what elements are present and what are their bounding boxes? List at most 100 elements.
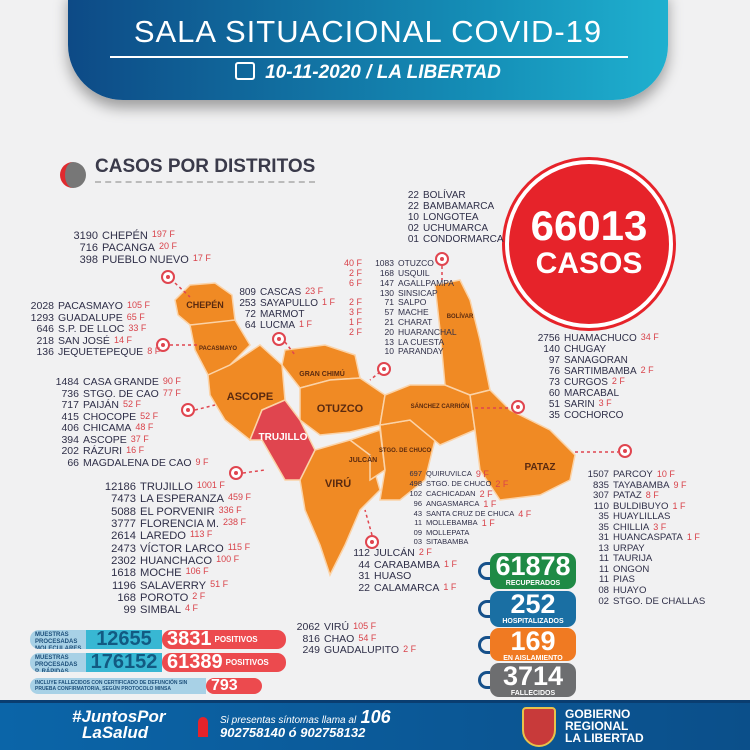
district-name: VIRÚ xyxy=(324,621,350,633)
district-row: 1484 CASA GRANDE 90 F xyxy=(46,376,209,389)
total-cases-badge: 66013 CASOS xyxy=(505,160,673,328)
district-cases: 21 xyxy=(384,316,394,327)
district-cases: 02 xyxy=(407,223,419,234)
district-cases: 2062 xyxy=(296,621,320,633)
district-list-otuzco: 40 F 1083 OTUZCO 2 F 168 USQUIL 6 F 147 AGALLPAM… xyxy=(342,258,457,356)
district-deaths: 2 F xyxy=(495,478,509,489)
district-list-santiago-de-chuco: 697 QUIRUVILCA 9 F 498 STGO. DE CHUCO 2 F 102 C… xyxy=(404,469,531,546)
district-name: JEQUETEPEQUE xyxy=(58,346,144,359)
district-name: LUCMA xyxy=(260,320,296,331)
district-cases: 20 xyxy=(384,326,394,337)
district-name: MOCHE xyxy=(140,567,182,580)
district-row: 816 CHAO 54 F xyxy=(292,633,416,646)
district-name: POROTO xyxy=(140,591,189,604)
district-name: HUAYO xyxy=(613,585,647,597)
district-cases: 01 xyxy=(407,234,419,245)
district-row: 140 CHUGAY xyxy=(534,344,659,355)
samples-total: 12655 xyxy=(86,630,162,649)
district-cases: 168 xyxy=(379,267,394,278)
stat-label: RECUPERADOS xyxy=(505,580,561,587)
district-deaths: 1 F xyxy=(483,498,497,509)
district-row: 697 QUIRUVILCA 9 F xyxy=(404,469,531,480)
stat-value: 169 xyxy=(510,626,556,656)
district-name: LA ESPERANZA xyxy=(140,493,224,506)
district-row: 5088 EL PORVENIR 336 F xyxy=(100,505,251,518)
district-cases: 646 xyxy=(36,323,54,336)
district-row: 716 PACANGA 20 F xyxy=(60,241,211,255)
phone-numbers: 902758140 ó 902758132 xyxy=(220,725,366,740)
label-gran-chimu: GRAN CHIMÚ xyxy=(299,369,345,378)
district-row: 73 CURGOS 2 F xyxy=(534,376,659,388)
district-cases: 130 xyxy=(379,287,394,298)
district-row: 394 ASCOPE 37 F xyxy=(46,434,209,447)
district-cases: 2028 xyxy=(30,300,54,312)
district-row: 2302 HUANCHACO 100 F xyxy=(100,554,251,567)
pill-hook xyxy=(478,671,490,689)
district-cases: 57 xyxy=(384,306,394,317)
label-trujillo: TRUJILLO xyxy=(259,432,308,443)
district-deaths: 77 F xyxy=(162,387,181,398)
district-row: 31 HUASO xyxy=(348,571,457,583)
call-text: Si presentas síntomas llama al xyxy=(220,715,357,726)
district-list-sanchez-carrion: 2756 HUAMACHUCO 34 F 140 CHUGAY 97 SANAGORAN 76… xyxy=(534,332,659,421)
district-deaths: 9 F xyxy=(475,469,489,479)
district-deaths: 2 F xyxy=(479,488,493,499)
district-row: 10 PARANDAY xyxy=(342,346,457,356)
district-name: BAMBAMARCA xyxy=(423,201,495,212)
samples-total: 176152 xyxy=(86,653,162,672)
district-deaths: 1 F xyxy=(322,297,336,307)
district-row: 2 F 20 HUARANCHAL xyxy=(342,326,457,338)
district-row: 31 HUANCASPATA 1 F xyxy=(585,533,709,544)
district-name: QUIRUVILCA xyxy=(426,469,472,478)
marker-bolivar xyxy=(435,252,449,266)
district-name: CONDORMARCA xyxy=(423,234,504,245)
district-row: 11 TAURIJA xyxy=(585,554,709,565)
district-row: 1 F 21 CHARAT xyxy=(342,316,457,328)
district-row: 35 COCHORCO xyxy=(534,410,659,421)
samples-positive: 61389 xyxy=(167,653,223,672)
district-cases: 99 xyxy=(123,604,136,617)
district-name: RÁZURI xyxy=(83,445,123,458)
marker-julcan xyxy=(365,535,379,549)
district-cases: 51 xyxy=(548,399,560,410)
marker-ascope xyxy=(181,403,195,417)
district-deaths: 52 F xyxy=(140,410,159,421)
district-cases: 31 xyxy=(358,570,370,583)
district-cases: 11 xyxy=(599,553,609,565)
gov-line1: GOBIERNO xyxy=(565,707,631,721)
district-cases: 12186 xyxy=(104,481,136,493)
district-row: 2062 VIRÚ 105 F xyxy=(292,621,416,634)
district-cases: 22 xyxy=(358,581,370,594)
district-cases: 2614 xyxy=(111,530,136,543)
pill-hook xyxy=(478,600,490,618)
district-name: HUANCASPATA xyxy=(613,532,683,544)
district-deaths: 2 F xyxy=(611,376,625,386)
section-icon xyxy=(60,162,86,188)
district-list-gran-chimu: 809 CASCAS 23 F 253 SAYAPULLO 1 F 72 MARMOT 64 LU… xyxy=(236,286,336,331)
district-cases: 110 xyxy=(593,500,609,512)
district-name: HUANCHACO xyxy=(140,554,213,567)
district-row: 72 MARMOT xyxy=(236,309,335,320)
samples-label: MUESTRAS PROCESADAS P. RÁPIDAS xyxy=(30,653,86,672)
district-row: 1507 PARCOY 10 F xyxy=(585,469,709,481)
district-name: PACASMAYO xyxy=(58,300,123,312)
district-name: MARCABAL xyxy=(564,388,620,399)
district-deaths: 238 F xyxy=(222,516,246,527)
district-cases: 147 xyxy=(379,277,394,288)
district-row: 13 LA CUESTA xyxy=(342,337,457,347)
marker-pacasmayo xyxy=(156,338,170,352)
district-list-pataz: 1507 PARCOY 10 F 835 TAYABAMBA 9 F 307 PATAZ 8 F… xyxy=(585,469,709,607)
district-name: TRUJILLO xyxy=(140,481,193,493)
district-cases: 307 xyxy=(592,490,609,502)
district-name: PACANGA xyxy=(102,242,155,255)
district-cases: 60 xyxy=(548,388,560,399)
district-cases: 2756 xyxy=(537,333,560,344)
district-list-pacasmayo: 2028 PACASMAYO 105 F 1293 GUADALUPE 65 F 646 S.… xyxy=(24,300,161,359)
district-row: 110 BULDIBUYO 1 F xyxy=(585,500,709,513)
district-row: 3 F 57 MACHE xyxy=(342,306,457,318)
district-name: JULCÁN xyxy=(374,547,415,559)
district-deaths: 14 F xyxy=(113,334,132,345)
district-name: SANAGORAN xyxy=(564,355,628,366)
district-row: 11 MOLLEBAMBA 1 F xyxy=(404,519,531,529)
district-deaths: 3 F xyxy=(348,306,362,317)
